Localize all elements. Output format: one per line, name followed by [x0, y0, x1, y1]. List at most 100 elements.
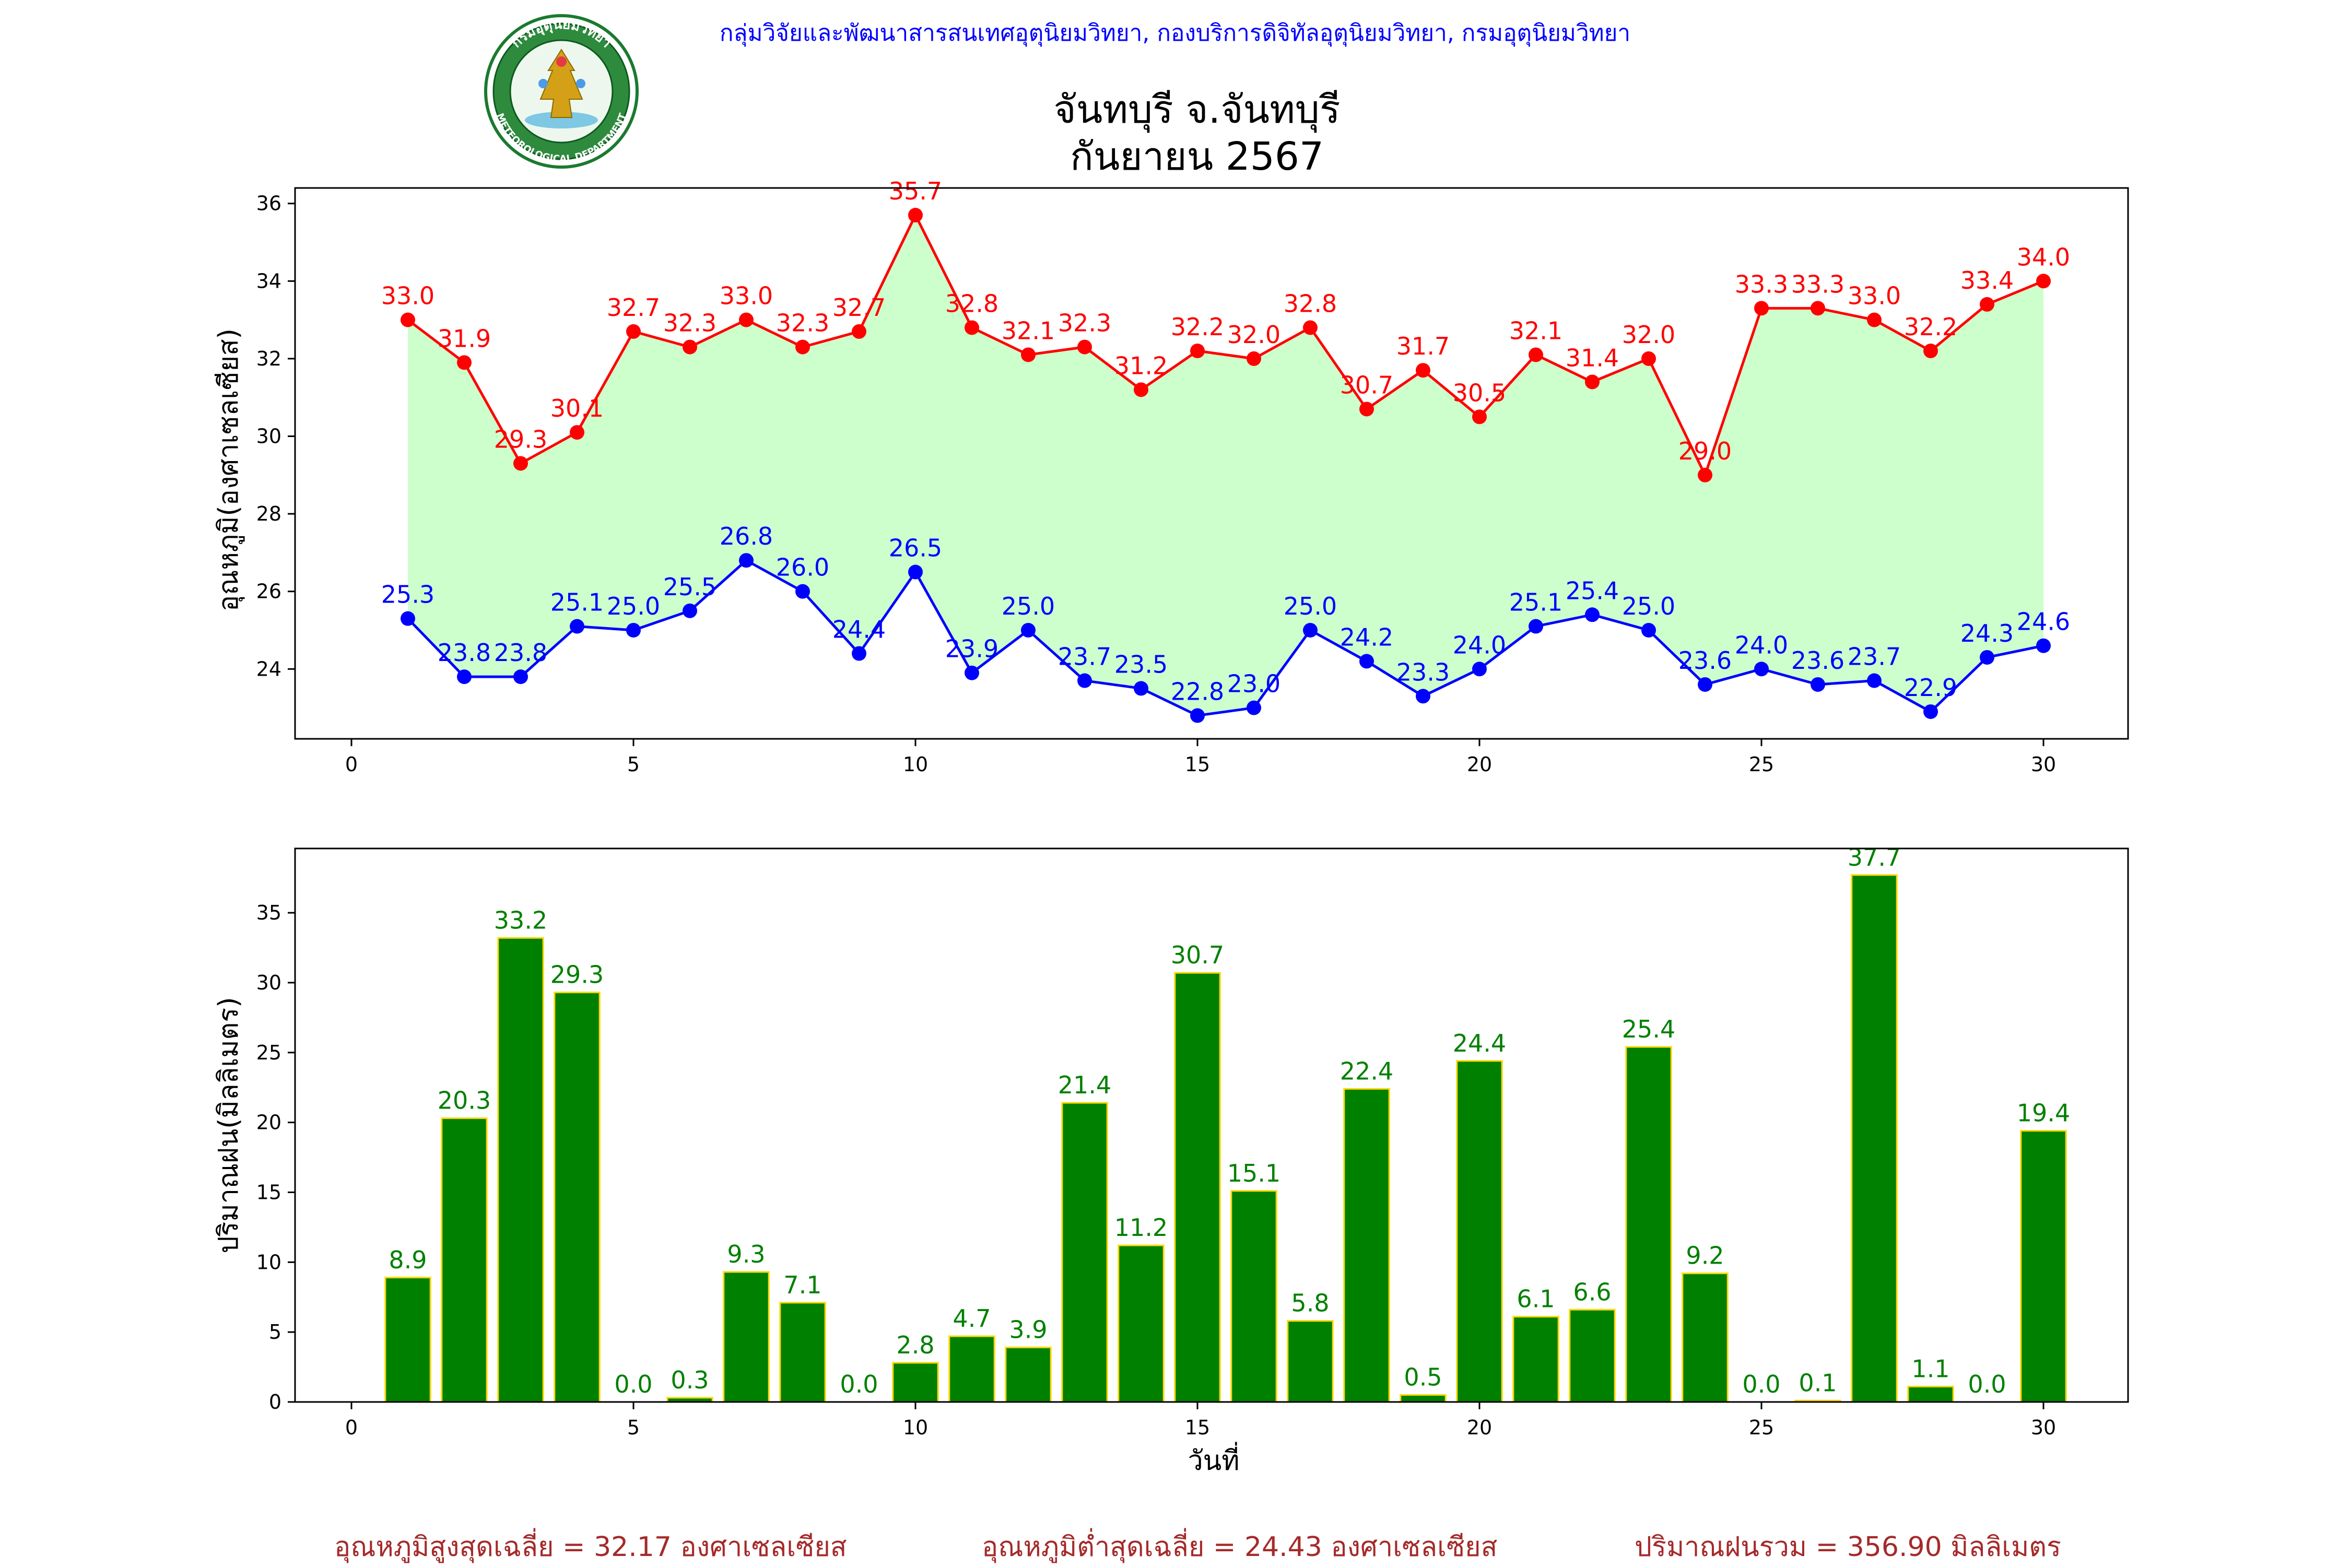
tmin-point: [1641, 622, 1656, 638]
rain-value-label: 0.0: [1968, 1370, 2006, 1398]
tmin-point: [1359, 654, 1374, 669]
rain-value-label: 2.8: [896, 1331, 934, 1359]
rain-value-label: 20.3: [438, 1087, 491, 1115]
rainfall-chart: 8.9 20.3 33.229.3 0.0 0.3 9.3 7.1 0.0 2.8 4.7 3.9 2…: [213, 843, 2129, 1477]
rain-value-label: 19.4: [2017, 1099, 2070, 1127]
tmin-point: [1416, 689, 1430, 704]
tmin-point: [1867, 673, 1882, 688]
rain-value-label: 0.1: [1799, 1369, 1837, 1397]
tmin-value-label: 24.6: [2017, 608, 2070, 636]
tmax-point: [1698, 467, 1712, 482]
tmin-value-label: 23.6: [1791, 646, 1844, 675]
y-tick-label: 36: [256, 192, 281, 215]
tmin-point: [739, 553, 754, 568]
tmax-point: [1641, 351, 1656, 366]
meteorological-department-logo: กรมอุตุนิยมวิทยา METEOROLOGICAL DEPARTME…: [484, 14, 639, 169]
y-tick-label: 26: [256, 580, 281, 603]
tmax-value-label: 31.9: [438, 324, 491, 352]
tmin-point: [908, 564, 923, 580]
tmin-value-label: 23.6: [1678, 646, 1732, 675]
tmax-point: [1980, 297, 1994, 312]
y-tick-label: 34: [256, 269, 281, 292]
x-tick-label: 10: [903, 753, 928, 776]
rain-bar: [1569, 1308, 1616, 1403]
tmin-value-label: 24.0: [1735, 631, 1788, 659]
tmax-value-label: 32.3: [776, 309, 829, 337]
rain-value-label: 0.5: [1404, 1363, 1442, 1392]
tmax-value-label: 32.7: [607, 293, 660, 322]
tmin-value-label: 24.2: [1340, 623, 1393, 651]
tmax-point: [401, 312, 415, 327]
tmin-value-label: 24.0: [1453, 631, 1506, 659]
tmax-value-label: 33.0: [1848, 282, 1901, 310]
tmax-value-label: 32.7: [832, 293, 886, 322]
tmin-point: [1303, 622, 1318, 638]
tmin-point: [570, 619, 584, 634]
plot-frame: [294, 847, 2129, 1403]
tmin-value-label: 23.8: [494, 639, 547, 667]
tmin-point: [1529, 619, 1543, 634]
tmin-value-label: 23.0: [1227, 670, 1280, 698]
rain-value-label: 0.0: [1742, 1370, 1780, 1398]
rain-value-label: 30.7: [1171, 941, 1224, 969]
tmin-value-label: 26.5: [889, 534, 942, 562]
tmin-point: [852, 646, 866, 661]
tmax-point: [1923, 344, 1938, 359]
tmax-value-label: 33.0: [381, 282, 434, 310]
rain-value-label: 33.2: [494, 906, 547, 934]
tmin-value-label: 23.7: [1848, 643, 1901, 671]
header-credit: กลุ่มวิจัยและพัฒนาสารสนเทศอุตุนิยมวิทยา,…: [719, 20, 1631, 46]
rain-value-label: 0.3: [671, 1366, 709, 1394]
x-tick-label: 20: [1467, 753, 1492, 776]
tmax-value-label: 29.3: [494, 426, 547, 454]
tmax-point: [1359, 402, 1374, 417]
tmax-point: [739, 312, 754, 327]
rain-value-label: 8.9: [389, 1246, 427, 1274]
rain-value-label: 25.4: [1622, 1015, 1675, 1043]
x-tick-label: 10: [903, 1416, 928, 1439]
tmax-value-label: 29.0: [1678, 437, 1732, 465]
tmax-line: [407, 212, 2044, 479]
tmax-value-label: 30.1: [550, 394, 604, 422]
rain-bar: [1907, 1386, 1954, 1403]
tmax-point: [457, 355, 472, 370]
y-tick-label: 0: [269, 1390, 281, 1413]
tmin-value-label: 23.5: [1114, 650, 1168, 678]
tmax-point: [1303, 320, 1318, 335]
tmin-point: [457, 669, 472, 685]
rain-bar: [2020, 1130, 2067, 1403]
tmin-point: [1585, 607, 1600, 622]
tmax-point: [683, 339, 697, 355]
tmin-point: [1247, 700, 1261, 715]
tmax-value-label: 32.2: [1904, 313, 1957, 341]
tmax-point: [1247, 351, 1261, 366]
tmax-point: [570, 425, 584, 440]
y-tick-label: 10: [256, 1251, 281, 1274]
rain-value-label: 24.4: [1453, 1029, 1506, 1057]
tmax-value-label: 30.5: [1453, 379, 1506, 407]
rain-bar: [1512, 1316, 1559, 1403]
tmin-value-label: 25.1: [550, 588, 604, 617]
rain-bar: [723, 1271, 770, 1403]
tmax-point: [1529, 347, 1543, 362]
x-tick-label: 30: [2031, 1416, 2056, 1439]
tmin-value-label: 23.3: [1396, 658, 1450, 686]
tmin-line: [407, 559, 2044, 717]
rain-bar: [1682, 1272, 1729, 1403]
tmax-point: [513, 456, 528, 471]
tmax-value-label: 32.0: [1227, 321, 1280, 349]
tmax-value-label: 33.3: [1735, 270, 1788, 298]
rain-value-label: 37.7: [1848, 843, 1901, 871]
tmax-value-label: 33.3: [1791, 270, 1844, 298]
tmax-point: [908, 208, 923, 223]
tmax-point: [1585, 374, 1600, 390]
tmin-value-label: 25.5: [663, 573, 716, 601]
rain-value-label: 29.3: [550, 961, 604, 989]
tmax-point: [852, 324, 866, 339]
x-tick-label: 15: [1185, 753, 1210, 776]
rain-value-label: 15.1: [1227, 1159, 1280, 1187]
tmin-point: [626, 622, 641, 638]
tmax-value-label: 33.4: [1960, 266, 2014, 294]
rain-value-label: 1.1: [1911, 1355, 1949, 1383]
